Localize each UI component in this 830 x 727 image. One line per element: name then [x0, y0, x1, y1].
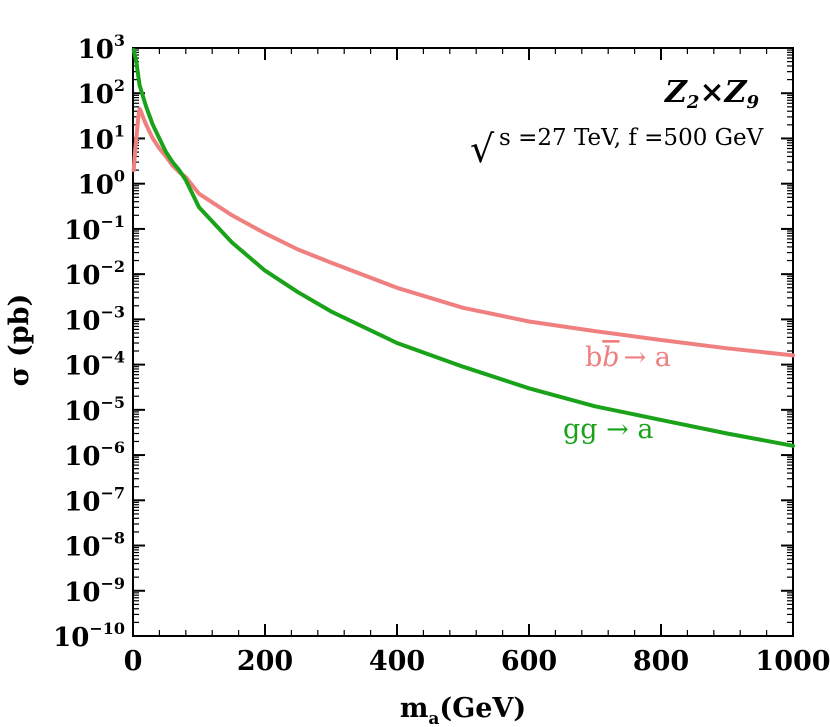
series-label-gg: gg → a: [563, 414, 653, 445]
y-tick-label: 10−6: [64, 438, 125, 472]
x-tick-label: 400: [369, 646, 425, 677]
x-tick-label: 1000: [755, 646, 830, 677]
y-tick-exponent: −2: [100, 257, 125, 276]
y-tick-label: 10−4: [64, 348, 125, 382]
y-tick-label: 102: [78, 76, 125, 110]
y-tick-exponent: −6: [100, 438, 125, 457]
y-axis-label: σ (pb): [4, 294, 35, 387]
y-tick-exponent: −1: [100, 212, 125, 231]
y-tick-label: 10−2: [64, 257, 125, 291]
y-tick-exponent: −7: [100, 483, 125, 502]
y-tick-base: 10: [64, 352, 100, 382]
y-tick-label: 10−10: [53, 619, 125, 653]
model-times: ×: [699, 75, 724, 110]
series-label-bb-b: b: [585, 342, 602, 373]
x-tick-label: 600: [501, 646, 557, 677]
y-tick-base: 10: [78, 80, 114, 110]
energy-annotation: s =27 TeV, f =500 GeV: [499, 125, 764, 151]
x-axis-label: ma(GeV): [400, 693, 526, 727]
y-tick-base: 10: [53, 623, 89, 653]
y-tick-base: 10: [64, 487, 100, 517]
y-tick-label: 101: [78, 121, 125, 155]
y-tick-base: 10: [78, 171, 114, 201]
axes: [132, 47, 794, 637]
model-sub-two: 9: [746, 92, 759, 113]
y-tick-exponent: 3: [114, 31, 125, 50]
y-tick-exponent: −4: [100, 348, 125, 367]
series-label-bb-arrow: → a: [624, 342, 671, 373]
plot-frame: [132, 47, 794, 637]
y-tick-exponent: 2: [114, 76, 125, 95]
y-tick-label: 10−7: [64, 483, 125, 517]
y-tick-base: 10: [64, 533, 100, 563]
series-layer: [131, 48, 795, 448]
energy-sqrt: √: [470, 127, 495, 171]
y-tick-exponent: 1: [114, 121, 125, 140]
y-tick-label: 100: [78, 167, 125, 201]
model-z-two: Z: [724, 75, 748, 110]
y-tick-exponent: −9: [100, 574, 125, 593]
series-line-gg: [131, 48, 795, 448]
y-tick-exponent: −8: [100, 529, 125, 548]
y-tick-label: 10−3: [64, 302, 125, 336]
y-tick-label: 103: [78, 31, 125, 65]
x-axis-label-sub: a: [428, 709, 439, 727]
model-sub-one: 2: [686, 92, 700, 113]
y-tick-exponent: −5: [100, 393, 125, 412]
y-tick-base: 10: [64, 397, 100, 427]
model-annotation: Z2×Z9: [664, 75, 759, 113]
series-label-bb-bbar: b: [602, 342, 619, 373]
y-tick-base: 10: [64, 261, 100, 291]
y-tick-label: 10−8: [64, 529, 125, 563]
y-tick-exponent: −3: [100, 302, 125, 321]
y-tick-base: 10: [78, 125, 114, 155]
series-label-bb: bb → a: [585, 342, 671, 373]
x-tick-label: 800: [633, 646, 689, 677]
y-tick-base: 10: [64, 306, 100, 336]
y-tick-base: 10: [64, 442, 100, 472]
x-axis-label-rest: (GeV): [439, 693, 526, 724]
y-tick-base: 10: [64, 578, 100, 608]
y-tick-base: 10: [64, 216, 100, 246]
model-z-one: Z: [664, 75, 688, 110]
y-tick-label: 10−9: [64, 574, 125, 608]
y-tick-exponent: 0: [114, 167, 125, 186]
y-tick-base: 10: [78, 35, 114, 65]
y-tick-exponent: −10: [89, 619, 125, 638]
y-tick-label: 10−5: [64, 393, 125, 427]
x-tick-label: 200: [237, 646, 293, 677]
x-axis-label-main: m: [400, 693, 429, 724]
labels-layer: 10310210110010−110−210−310−410−510−610−7…: [53, 31, 830, 677]
x-tick-label: 0: [124, 646, 143, 677]
y-tick-label: 10−1: [64, 212, 125, 246]
